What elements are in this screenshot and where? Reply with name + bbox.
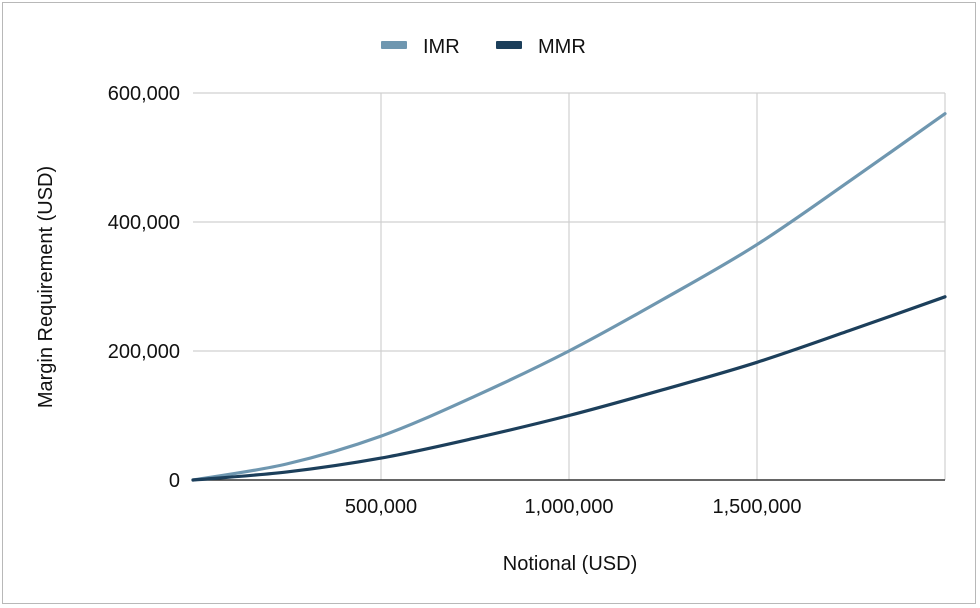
grid-lines	[193, 92, 946, 481]
legend-swatch-imr	[381, 41, 407, 49]
legend-label-imr: IMR	[423, 36, 460, 58]
x-tick-labels: 500,000 1,000,000 1,500,000	[345, 496, 802, 518]
x-axis-title: Notional (USD)	[503, 553, 637, 575]
x-tick-label: 1,500,000	[713, 496, 802, 518]
series-line-imr	[191, 112, 947, 482]
x-tick-label: 1,000,000	[525, 496, 614, 518]
series-lines	[191, 112, 947, 482]
y-tick-label: 600,000	[108, 83, 180, 105]
legend-label-mmr: MMR	[538, 36, 586, 58]
legend-swatch-mmr	[496, 41, 522, 49]
series-line-mmr	[191, 295, 947, 482]
y-tick-label: 400,000	[108, 212, 180, 234]
x-tick-label: 500,000	[345, 496, 417, 518]
y-tick-label: 200,000	[108, 341, 180, 363]
y-tick-labels: 0 200,000 400,000 600,000	[108, 83, 180, 492]
y-tick-label: 0	[169, 470, 180, 492]
y-axis-title: Margin Requirement (USD)	[35, 166, 57, 408]
legend: IMR MMR	[381, 36, 586, 58]
